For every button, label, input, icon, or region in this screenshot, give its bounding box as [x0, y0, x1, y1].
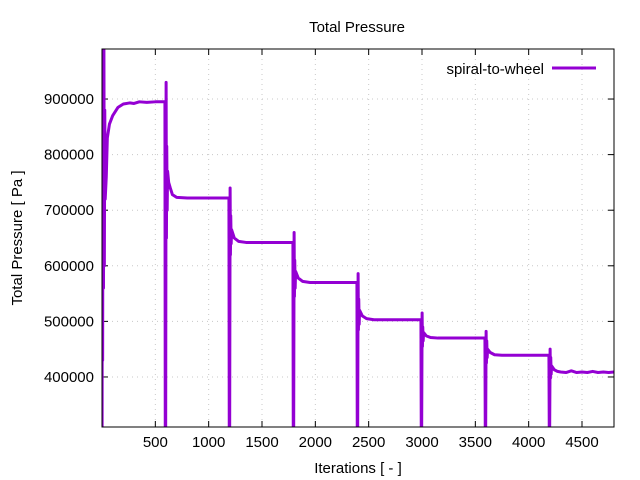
series-group: [102, 49, 614, 427]
x-tick-label: 1000: [192, 434, 225, 451]
x-tick-label: 2000: [299, 434, 332, 451]
tick-labels: 500 1000 1500 2000 2500 3000 3500 4000 4500 40000…: [44, 91, 599, 451]
x-tick-label: 3000: [405, 434, 438, 451]
x-tick-label: 2500: [352, 434, 385, 451]
y-tick-label: 500000: [44, 313, 94, 330]
x-tick-label: 500: [143, 434, 168, 451]
chart-title: Total Pressure: [309, 19, 405, 36]
legend-label: spiral-to-wheel: [446, 61, 544, 78]
y-tick-label: 800000: [44, 147, 94, 164]
y-tick-label: 700000: [44, 202, 94, 219]
x-tick-label: 3500: [459, 434, 492, 451]
x-axis-title: Iterations [ - ]: [314, 460, 402, 477]
x-tick-label: 1500: [245, 434, 278, 451]
y-axis-title: Total Pressure [ Pa ]: [9, 170, 26, 305]
legend: spiral-to-wheel: [446, 61, 596, 78]
y-tick-label: 600000: [44, 258, 94, 275]
x-tick-label: 4000: [512, 434, 545, 451]
plot-frame: [101, 48, 615, 428]
series-line-0: [102, 49, 614, 427]
y-tick-label: 400000: [44, 369, 94, 386]
grid: [102, 49, 614, 427]
x-tick-label: 4500: [565, 434, 598, 451]
y-tick-label: 900000: [44, 91, 94, 108]
